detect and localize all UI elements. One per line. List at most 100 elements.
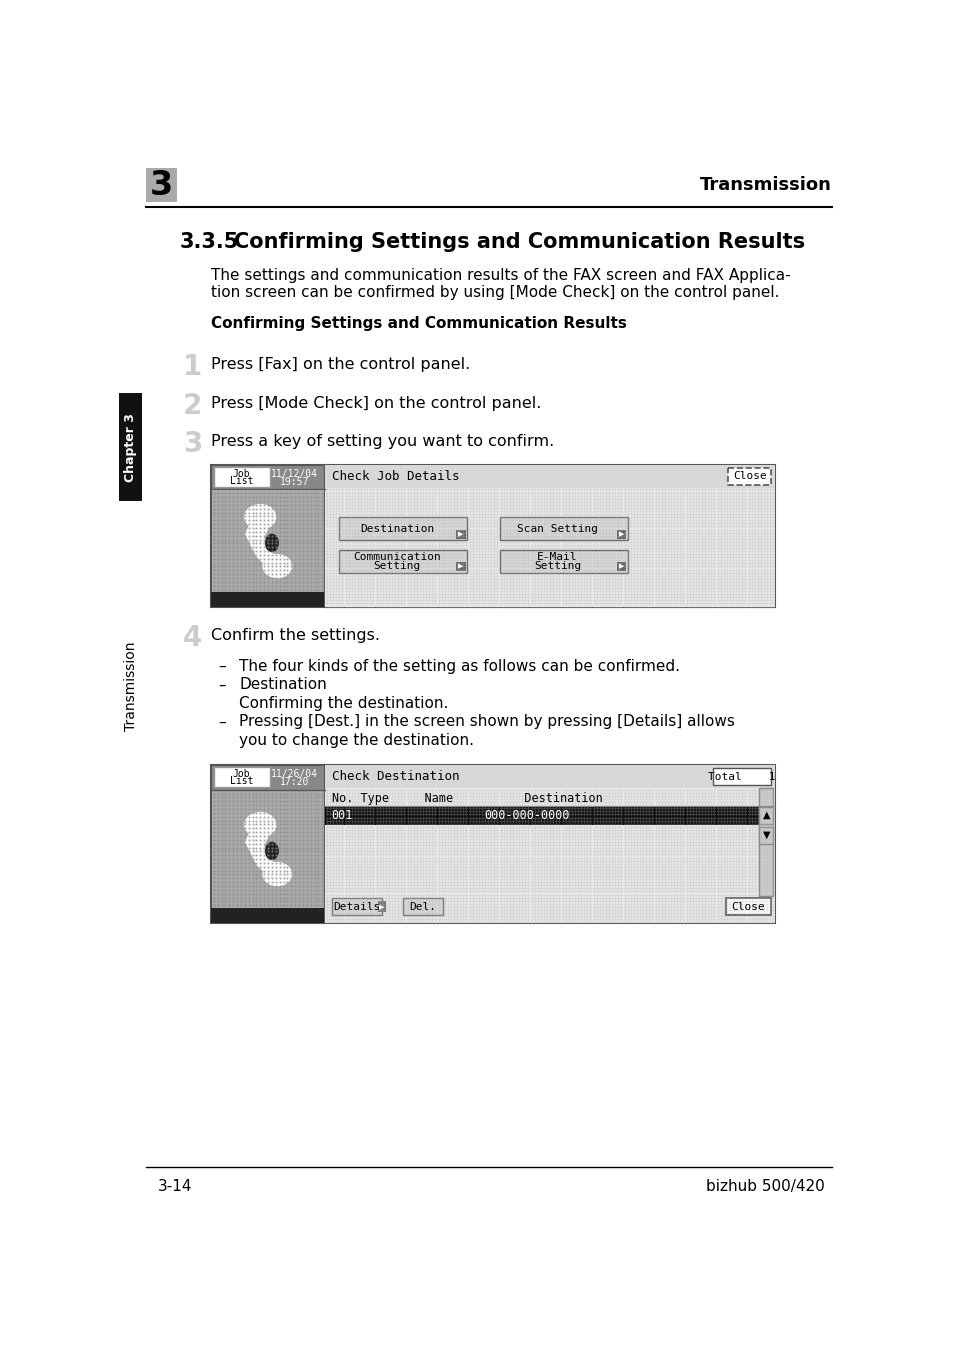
Text: ▶: ▶ bbox=[618, 531, 623, 537]
Text: 11/26/04: 11/26/04 bbox=[271, 769, 317, 779]
Text: –: – bbox=[218, 658, 226, 673]
Bar bbox=[339, 549, 467, 573]
Text: bizhub 500/420: bizhub 500/420 bbox=[705, 1179, 823, 1194]
Text: you to change the destination.: you to change the destination. bbox=[239, 733, 474, 748]
Text: E-Mail: E-Mail bbox=[537, 552, 578, 562]
Ellipse shape bbox=[265, 842, 278, 860]
Bar bbox=[499, 518, 627, 541]
Text: Scan Setting: Scan Setting bbox=[517, 523, 598, 534]
Text: Job: Job bbox=[233, 469, 251, 479]
Bar bbox=[499, 549, 627, 573]
Text: 000-000-0000: 000-000-0000 bbox=[483, 810, 569, 822]
Text: 001: 001 bbox=[332, 810, 353, 822]
Bar bbox=[213, 768, 270, 787]
Text: –: – bbox=[218, 677, 226, 692]
Ellipse shape bbox=[265, 534, 278, 552]
Text: ▶: ▶ bbox=[618, 564, 623, 569]
Bar bbox=[617, 562, 625, 571]
Text: ▶: ▶ bbox=[457, 531, 463, 537]
Text: 3.3.5: 3.3.5 bbox=[179, 231, 239, 251]
Text: ▶: ▶ bbox=[457, 564, 463, 569]
Text: Del.: Del. bbox=[409, 902, 436, 911]
Text: Close: Close bbox=[732, 472, 766, 481]
Text: Press [Mode Check] on the control panel.: Press [Mode Check] on the control panel. bbox=[211, 396, 540, 411]
Text: ▼: ▼ bbox=[761, 830, 769, 840]
Bar bbox=[211, 465, 325, 489]
Bar bbox=[211, 592, 325, 607]
Bar bbox=[332, 898, 381, 915]
Text: –: – bbox=[218, 714, 226, 729]
Bar bbox=[759, 788, 773, 896]
Bar bbox=[235, 810, 300, 890]
Text: Destination: Destination bbox=[359, 523, 434, 534]
Bar bbox=[339, 518, 467, 541]
Ellipse shape bbox=[264, 864, 291, 886]
Bar bbox=[325, 807, 759, 825]
Text: 3-14: 3-14 bbox=[158, 1179, 193, 1194]
Bar bbox=[325, 765, 774, 788]
Bar bbox=[235, 502, 300, 581]
Text: 2: 2 bbox=[183, 392, 202, 419]
Ellipse shape bbox=[245, 814, 274, 837]
Text: Pressing [Dest.] in the screen shown by pressing [Details] allows: Pressing [Dest.] in the screen shown by … bbox=[239, 714, 735, 729]
Bar bbox=[325, 488, 774, 607]
Text: Press [Fax] on the control panel.: Press [Fax] on the control panel. bbox=[211, 357, 470, 372]
Ellipse shape bbox=[245, 506, 274, 529]
Text: Transmission: Transmission bbox=[700, 176, 831, 195]
Text: Transmission: Transmission bbox=[124, 641, 138, 730]
Text: The settings and communication results of the FAX screen and FAX Applica-: The settings and communication results o… bbox=[211, 268, 789, 283]
Text: 19:57: 19:57 bbox=[279, 477, 309, 487]
Text: Confirming the destination.: Confirming the destination. bbox=[239, 696, 448, 711]
Text: Details: Details bbox=[333, 902, 379, 911]
Bar bbox=[725, 898, 770, 915]
Text: Setting: Setting bbox=[534, 561, 580, 572]
Text: ▶: ▶ bbox=[379, 904, 384, 910]
Bar bbox=[211, 765, 325, 923]
Bar bbox=[212, 791, 323, 907]
Bar bbox=[759, 807, 773, 823]
Text: tion screen can be confirmed by using [Mode Check] on the control panel.: tion screen can be confirmed by using [M… bbox=[211, 285, 779, 300]
Text: Confirming Settings and Communication Results: Confirming Settings and Communication Re… bbox=[211, 316, 626, 331]
Bar bbox=[119, 393, 142, 502]
Text: 17:20: 17:20 bbox=[279, 777, 309, 787]
Text: Total    1: Total 1 bbox=[707, 772, 775, 781]
Text: List: List bbox=[230, 476, 253, 485]
Bar bbox=[759, 827, 773, 844]
Text: Close: Close bbox=[731, 902, 764, 911]
Text: 1: 1 bbox=[183, 353, 202, 381]
Bar bbox=[325, 465, 774, 488]
Text: The four kinds of the setting as follows can be confirmed.: The four kinds of the setting as follows… bbox=[239, 658, 679, 673]
Polygon shape bbox=[245, 511, 290, 573]
Bar bbox=[617, 530, 625, 538]
Text: Check Destination: Check Destination bbox=[332, 771, 458, 783]
Text: List: List bbox=[230, 776, 253, 787]
Text: Chapter 3: Chapter 3 bbox=[124, 412, 137, 481]
Bar bbox=[377, 902, 385, 913]
Text: Confirm the settings.: Confirm the settings. bbox=[211, 629, 379, 644]
Text: ▲: ▲ bbox=[761, 810, 769, 821]
Bar bbox=[212, 491, 323, 592]
Text: Confirming Settings and Communication Results: Confirming Settings and Communication Re… bbox=[233, 231, 804, 251]
Bar bbox=[728, 468, 770, 485]
Ellipse shape bbox=[264, 556, 291, 577]
Bar bbox=[325, 465, 774, 607]
Text: Setting: Setting bbox=[373, 561, 420, 572]
Bar bbox=[213, 468, 270, 487]
Bar bbox=[211, 765, 325, 923]
Text: Job: Job bbox=[233, 769, 251, 779]
Bar bbox=[456, 562, 465, 571]
Text: Press a key of setting you want to confirm.: Press a key of setting you want to confi… bbox=[211, 434, 554, 449]
Text: No. Type     Name          Destination: No. Type Name Destination bbox=[332, 792, 601, 804]
Text: 3: 3 bbox=[150, 169, 173, 201]
Text: 11/12/04: 11/12/04 bbox=[271, 469, 317, 479]
Bar bbox=[402, 898, 443, 915]
Bar bbox=[325, 765, 774, 923]
Bar bbox=[211, 465, 325, 607]
Bar bbox=[211, 907, 325, 923]
Bar bbox=[325, 788, 774, 923]
Polygon shape bbox=[245, 819, 290, 882]
Text: Destination: Destination bbox=[239, 677, 327, 692]
Bar bbox=[211, 765, 325, 790]
Text: Communication: Communication bbox=[353, 552, 440, 562]
Text: 4: 4 bbox=[183, 625, 202, 652]
